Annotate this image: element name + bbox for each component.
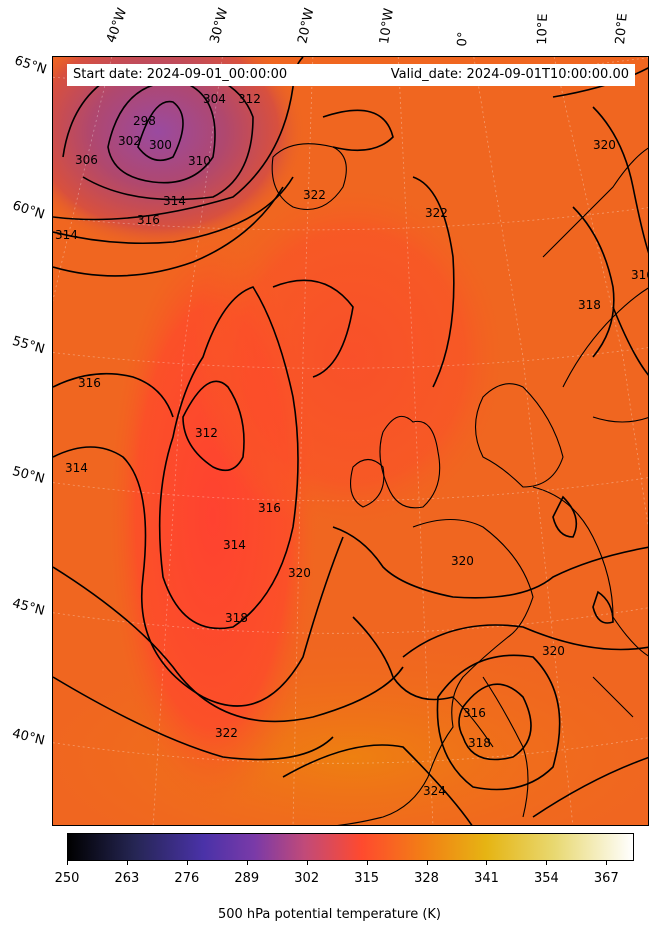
colorbar-tick bbox=[126, 861, 128, 865]
latitude-label: 45°N bbox=[10, 596, 47, 619]
colorbar-tick bbox=[606, 861, 608, 865]
colorbar-tick-label: 276 bbox=[174, 871, 200, 886]
contour-label: 314 bbox=[55, 228, 78, 242]
colorbar-tick-label: 367 bbox=[593, 871, 619, 886]
map-panel: 306 302 298 300 304 312 310 314 316 322 … bbox=[52, 56, 649, 826]
contour-label: 322 bbox=[303, 188, 326, 202]
contour-label: 300 bbox=[149, 138, 172, 152]
contour-label: 320 bbox=[542, 644, 565, 658]
colorbar-ticks: 250 263 276 289 302 315 328 341 354 367 bbox=[55, 861, 634, 891]
longitude-label: 10°E bbox=[535, 13, 552, 45]
latitude-label: 40°N bbox=[10, 726, 47, 749]
contour-label: 314 bbox=[163, 194, 186, 208]
longitude-label: 20°W bbox=[295, 6, 318, 45]
contour-label: 304 bbox=[203, 92, 226, 106]
contour-label: 316 bbox=[463, 706, 486, 720]
colorbar-tick-label: 328 bbox=[414, 871, 439, 886]
valid-date-label: Valid_date: 2024-09-01T10:00:00.00 bbox=[390, 67, 629, 82]
latitude-label: 65°N bbox=[12, 53, 49, 78]
latitude-label: 55°N bbox=[10, 333, 47, 358]
contour-label: 312 bbox=[195, 426, 218, 440]
isotherm-contours bbox=[53, 57, 648, 825]
contour-label: 316 bbox=[631, 268, 649, 282]
contour-label: 314 bbox=[65, 461, 88, 475]
contour-label: 318 bbox=[225, 611, 248, 625]
cold-low-region bbox=[53, 57, 308, 252]
colorbar-tick bbox=[67, 861, 68, 865]
colorbar-gradient bbox=[68, 834, 633, 860]
colorbar bbox=[67, 833, 634, 861]
contour-label: 316 bbox=[137, 213, 160, 227]
longitude-label: 0° bbox=[455, 31, 472, 47]
colorbar-tick-label: 354 bbox=[533, 871, 559, 886]
longitude-label: 20°E bbox=[613, 12, 631, 46]
colorbar-tick-label: 289 bbox=[234, 871, 260, 886]
latitude-label: 60°N bbox=[10, 198, 47, 223]
colorbar-tick bbox=[546, 861, 548, 865]
colorbar-tick bbox=[426, 861, 428, 865]
contour-label: 322 bbox=[425, 206, 448, 220]
map-header: Start date: 2024-09-01_00:00:00 Valid_da… bbox=[67, 64, 635, 86]
colorbar-tick bbox=[486, 861, 488, 865]
contour-label: 320 bbox=[593, 138, 616, 152]
contour-label: 322 bbox=[215, 726, 238, 740]
contour-label: 312 bbox=[238, 92, 261, 106]
colorbar-tick bbox=[366, 861, 368, 865]
colorbar-label: 500 hPa potential temperature (K) bbox=[217, 907, 441, 922]
contour-label: 302 bbox=[118, 134, 141, 148]
colorbar-tick-label: 302 bbox=[294, 871, 320, 886]
start-date-label: Start date: 2024-09-01_00:00:00 bbox=[73, 67, 288, 82]
colorbar-tick-label: 250 bbox=[54, 871, 80, 886]
contour-label: 316 bbox=[78, 376, 101, 390]
map-field: 306 302 298 300 304 312 310 314 316 322 … bbox=[53, 57, 649, 825]
colorbar-tick-label: 315 bbox=[354, 871, 380, 886]
contour-label: 316 bbox=[258, 501, 281, 515]
contour-label: 318 bbox=[468, 736, 491, 750]
contour-label: 310 bbox=[188, 154, 211, 168]
contour-label: 314 bbox=[223, 538, 246, 552]
colorbar-tick-label: 263 bbox=[114, 871, 140, 886]
trough-region-north bbox=[193, 177, 513, 537]
contour-label: 320 bbox=[288, 566, 311, 580]
colorbar-tick-label: 341 bbox=[474, 871, 499, 886]
colorbar-tick bbox=[186, 861, 188, 865]
contour-label-layer: 306 302 298 300 304 312 310 314 316 322 … bbox=[55, 92, 649, 798]
colorbar-tick bbox=[306, 861, 308, 865]
longitude-label: 40°W bbox=[103, 6, 131, 45]
contour-label: 320 bbox=[451, 554, 474, 568]
contour-label: 324 bbox=[423, 784, 446, 798]
contour-label: 318 bbox=[578, 298, 601, 312]
latitude-label: 50°N bbox=[10, 464, 47, 487]
longitude-label: 30°W bbox=[207, 6, 232, 45]
contour-label: 306 bbox=[75, 153, 98, 167]
longitude-label: 10°W bbox=[377, 7, 397, 45]
colorbar-tick bbox=[246, 861, 248, 865]
contour-label: 298 bbox=[133, 114, 156, 128]
